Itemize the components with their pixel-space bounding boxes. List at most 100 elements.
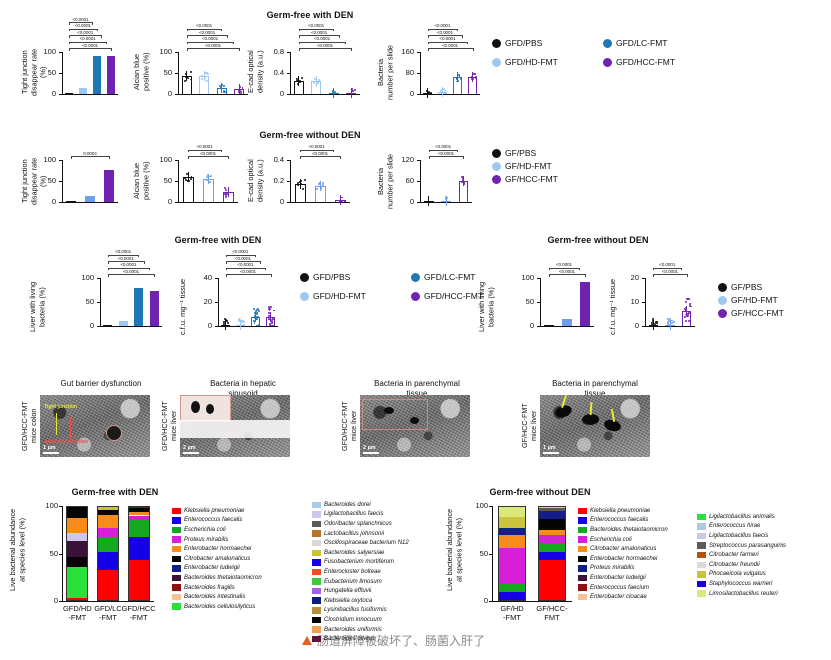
legend-item[interactable]: GFD/HCC-FMT: [603, 57, 675, 67]
sinusoid-lumen: [180, 419, 290, 439]
y-tick-label: 0: [409, 197, 414, 206]
p-value-label: <0.0001: [316, 42, 334, 48]
p-value-label: <0.0001: [437, 150, 454, 156]
species-legend-item: Eubacterium limosum: [312, 577, 409, 587]
p-value-label: <0.0001: [439, 36, 456, 42]
legend-color-dot: [492, 174, 501, 184]
data-point: [297, 80, 300, 83]
stack-segment: [66, 518, 89, 533]
p-value-label: <0.0001: [237, 262, 254, 268]
species-name: Klebsiella pneumoniae: [184, 507, 245, 514]
legend-item[interactable]: GFD/HCC-FMT: [411, 291, 483, 301]
legend-item[interactable]: GF/HCC-FMT: [492, 174, 558, 184]
data-point: [461, 176, 464, 179]
p-value-label: <0.0001: [434, 23, 451, 29]
legend-item[interactable]: GFD/PBS: [300, 272, 405, 282]
axis-y-label: Liver with living bacteria (%): [477, 281, 496, 333]
legend-item[interactable]: GFD/LC-FMT: [603, 38, 675, 48]
legend-item[interactable]: GF/HD-FMT: [718, 295, 784, 305]
species-legend-item: Escherichia coli: [578, 535, 668, 545]
data-point: [440, 90, 443, 93]
species-legend-item: Bacteroides dorei: [312, 500, 409, 510]
legend-color-dot: [300, 272, 309, 282]
species-legend-item: Ligilactobacillus animalis: [697, 512, 786, 522]
bar: [134, 287, 143, 326]
legend-item[interactable]: GF/PBS: [492, 148, 558, 158]
bracket-tick: [143, 261, 145, 264]
y-tick-label: 0: [167, 197, 172, 206]
data-point: [255, 310, 258, 313]
species-color-swatch: [172, 517, 181, 524]
data-point: [686, 297, 688, 300]
y-tick-label: 0: [279, 89, 284, 98]
legend-color-dot: [603, 38, 612, 48]
chart-row1-1: 100 50 0 <0.0001 <0.0001 <0.0001 <0.0001: [159, 23, 254, 98]
y-tick: [59, 52, 62, 53]
species-color-swatch: [172, 555, 181, 563]
bracket-tick: [233, 41, 235, 44]
error-bar: [472, 72, 473, 83]
x-tick-label: GFD/LC -FMT: [94, 604, 122, 622]
significance-bracket: [298, 48, 352, 49]
legend-item[interactable]: GF/HD-FMT: [492, 161, 558, 171]
y-tick: [489, 554, 492, 555]
data-point: [268, 305, 270, 308]
data-point: [351, 90, 354, 93]
legend-item[interactable]: GFD/LC-FMT: [411, 272, 483, 282]
y-tick: [59, 160, 62, 161]
species-name: Enterobacter ludwigii: [590, 574, 646, 581]
species-color-swatch: [312, 587, 321, 595]
significance-bracket: [549, 267, 579, 269]
species-color-swatch: [172, 536, 181, 543]
data-point: [190, 177, 193, 180]
stack-segment: [96, 506, 120, 510]
bracket-tick: [333, 149, 335, 152]
y-tick: [489, 601, 492, 602]
species-legend-item: Citrobacter farmeri: [697, 550, 786, 560]
data-point: [295, 80, 298, 83]
data-point: [300, 183, 302, 185]
legend-item[interactable]: GFD/PBS: [492, 38, 597, 48]
p-value-label: <0.0001: [435, 144, 452, 150]
data-point: [447, 200, 450, 203]
data-point: [671, 319, 674, 322]
x-tick-label: GF/HCC- FMT: [536, 604, 568, 622]
legend-item[interactable]: GFD/HD-FMT: [300, 291, 405, 301]
y-tick-label: 50: [479, 549, 488, 558]
y-tick: [175, 160, 178, 161]
legend-item[interactable]: GF/HCC-FMT: [718, 308, 784, 318]
chart-row3-right-0: 100 50 0 <0.0001 <0.0001: [521, 262, 600, 330]
p-value-label: <0.0001: [74, 23, 91, 29]
y-tick: [215, 278, 218, 279]
bacterium: [554, 403, 574, 420]
legend-label: GFD/PBS: [313, 272, 351, 282]
stack-segment: [497, 592, 527, 601]
data-point: [253, 312, 256, 315]
species-color-swatch: [172, 574, 181, 582]
data-point: [253, 317, 256, 320]
chart-row1-2: 0.8 0.4 0 <0.0001 <0.0001 <0.0001 <0.0001: [274, 23, 366, 98]
bracket-tick: [681, 267, 682, 270]
bracket-tick: [225, 261, 227, 264]
legend-grid: GFD/PBS GFD/LC-FMT GFD/HD-FMT GFD/HCC-FMT: [492, 38, 675, 70]
legend-item[interactable]: GFD/HD-FMT: [492, 57, 597, 67]
species-legend-item: Odoribacter splanchnicus: [312, 519, 409, 529]
species-name: Proteus mirabilis: [590, 565, 635, 572]
significance-bracket: [428, 156, 464, 157]
significance-bracket: [653, 267, 681, 269]
micrograph-side-label: GFD/HCC-FMT mice liver: [340, 401, 358, 451]
bracket-tick: [339, 35, 341, 38]
data-point: [257, 323, 260, 326]
data-point: [189, 75, 192, 78]
data-point: [689, 305, 692, 308]
error-bar: [462, 176, 464, 186]
data-point: [463, 181, 466, 184]
stack-segment: [127, 511, 150, 516]
legend-item[interactable]: GF/PBS: [718, 282, 784, 292]
scale-bar: 1 µm: [43, 445, 59, 454]
data-point: [297, 184, 300, 187]
stack-segment: [66, 532, 89, 542]
data-point: [353, 92, 356, 95]
bar: [562, 319, 572, 326]
data-point: [201, 74, 204, 77]
